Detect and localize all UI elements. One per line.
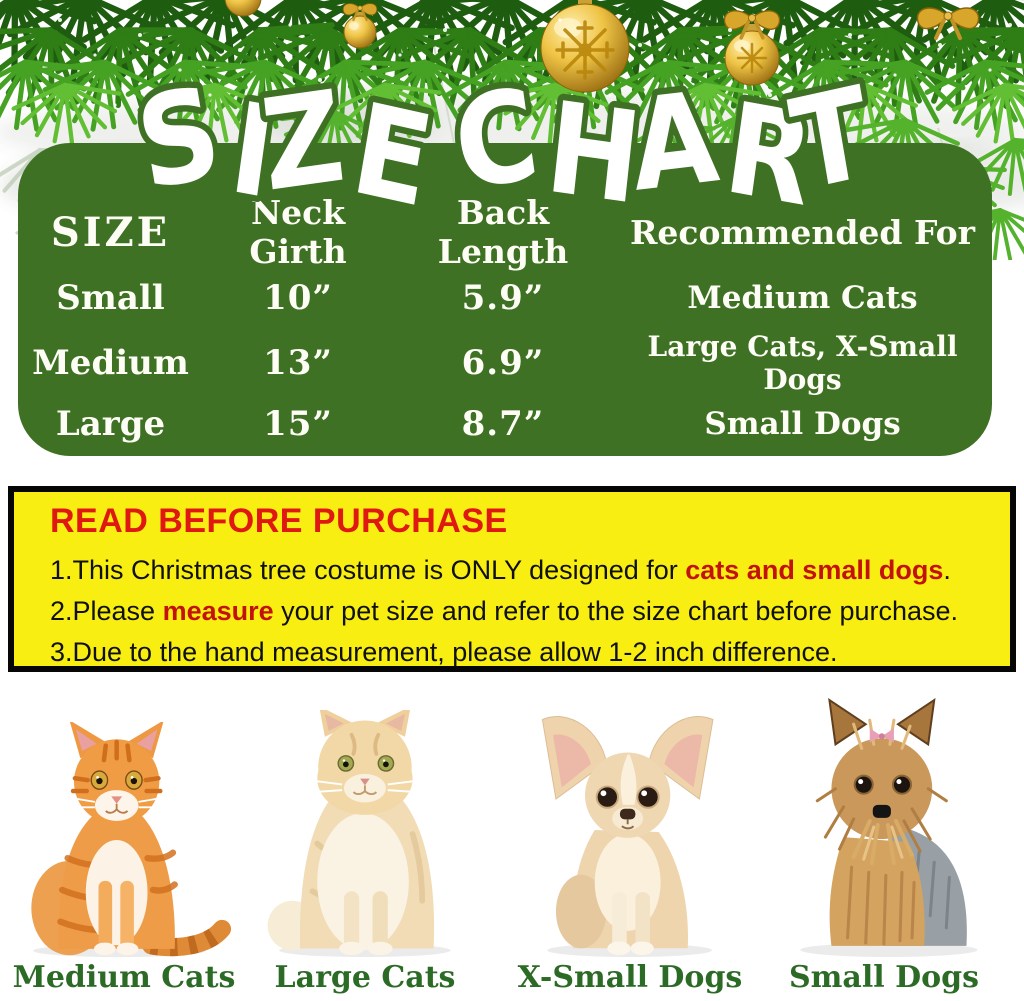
page-title: SIZE CHART xyxy=(125,60,882,230)
table-cell: 6.9” xyxy=(461,343,545,383)
pet-label: Large Cats xyxy=(274,960,456,995)
pet-card-large-cats: Large Cats xyxy=(255,682,475,1001)
chihuahua-puppy-illustration xyxy=(542,716,714,958)
snow-sparkles xyxy=(58,18,1012,107)
table-cell: 13” xyxy=(263,343,333,383)
table-cell: Medium Cats xyxy=(687,280,918,316)
notice-highlight: measure xyxy=(162,596,274,626)
table-cell: Medium xyxy=(32,343,189,383)
col-header-size: SIZE xyxy=(50,208,171,256)
pet-label: X-Small Dogs xyxy=(517,960,743,995)
size-chart-title: SIZE CHART xyxy=(118,53,888,230)
table-cell: 5.9” xyxy=(461,278,545,318)
pet-card-small-dogs: Small Dogs xyxy=(764,682,1004,1001)
pet-label: Medium Cats xyxy=(12,960,236,995)
gold-ornament-small xyxy=(342,2,378,49)
notice-title: READ BEFORE PURCHASE xyxy=(50,502,508,540)
cream-cat-illustration xyxy=(267,710,451,958)
notice-line-1: 1.This Christmas tree costume is ONLY de… xyxy=(50,550,998,591)
notice-text: 2.Please xyxy=(50,596,163,626)
pet-label: Small Dogs xyxy=(789,960,979,995)
snowflake-motif-icon xyxy=(555,20,615,80)
table-cell: Small xyxy=(56,278,165,318)
notice-text: your pet size and refer to the size char… xyxy=(273,596,959,626)
gold-ornament-large xyxy=(540,0,630,93)
gold-ornament-partial xyxy=(224,0,262,17)
yorkshire-terrier-illustration xyxy=(800,697,978,957)
table-cell: 15” xyxy=(263,404,333,444)
col-header-recommended-for: Recommended For xyxy=(629,212,975,252)
notice-line-3: 3.Due to the hand measurement, please al… xyxy=(50,632,998,673)
table-cell: Large Cats, X-Small Dogs xyxy=(647,330,958,396)
col-header-back-length: Back Length xyxy=(437,193,569,271)
table-cell: Small Dogs xyxy=(704,406,901,442)
table-cell: 8.7” xyxy=(461,404,545,444)
read-before-purchase-notice: READ BEFORE PURCHASE 1.This Christmas tr… xyxy=(8,486,1016,672)
notice-text: 1.This Christmas tree costume is ONLY de… xyxy=(50,555,686,585)
notice-text: 3.Due to the hand measurement, please al… xyxy=(50,637,838,667)
notice-line-2: 2.Please measure your pet size and refer… xyxy=(50,591,998,632)
col-header-neck-girth: Neck Girth xyxy=(249,193,347,271)
table-cell: Large xyxy=(55,404,166,444)
notice-text: . xyxy=(943,555,951,585)
pet-card-x-small-dogs: X-Small Dogs xyxy=(512,682,748,1001)
notice-highlight: cats and small dogs xyxy=(685,555,944,585)
table-cell: 10” xyxy=(263,278,333,318)
gold-ornament-with-bow xyxy=(722,9,782,86)
orange-tabby-cat-illustration xyxy=(31,722,232,958)
pet-card-medium-cats: Medium Cats xyxy=(8,682,240,1001)
size-table: SIZE Neck Girth Back Length Recommended … xyxy=(18,143,992,456)
